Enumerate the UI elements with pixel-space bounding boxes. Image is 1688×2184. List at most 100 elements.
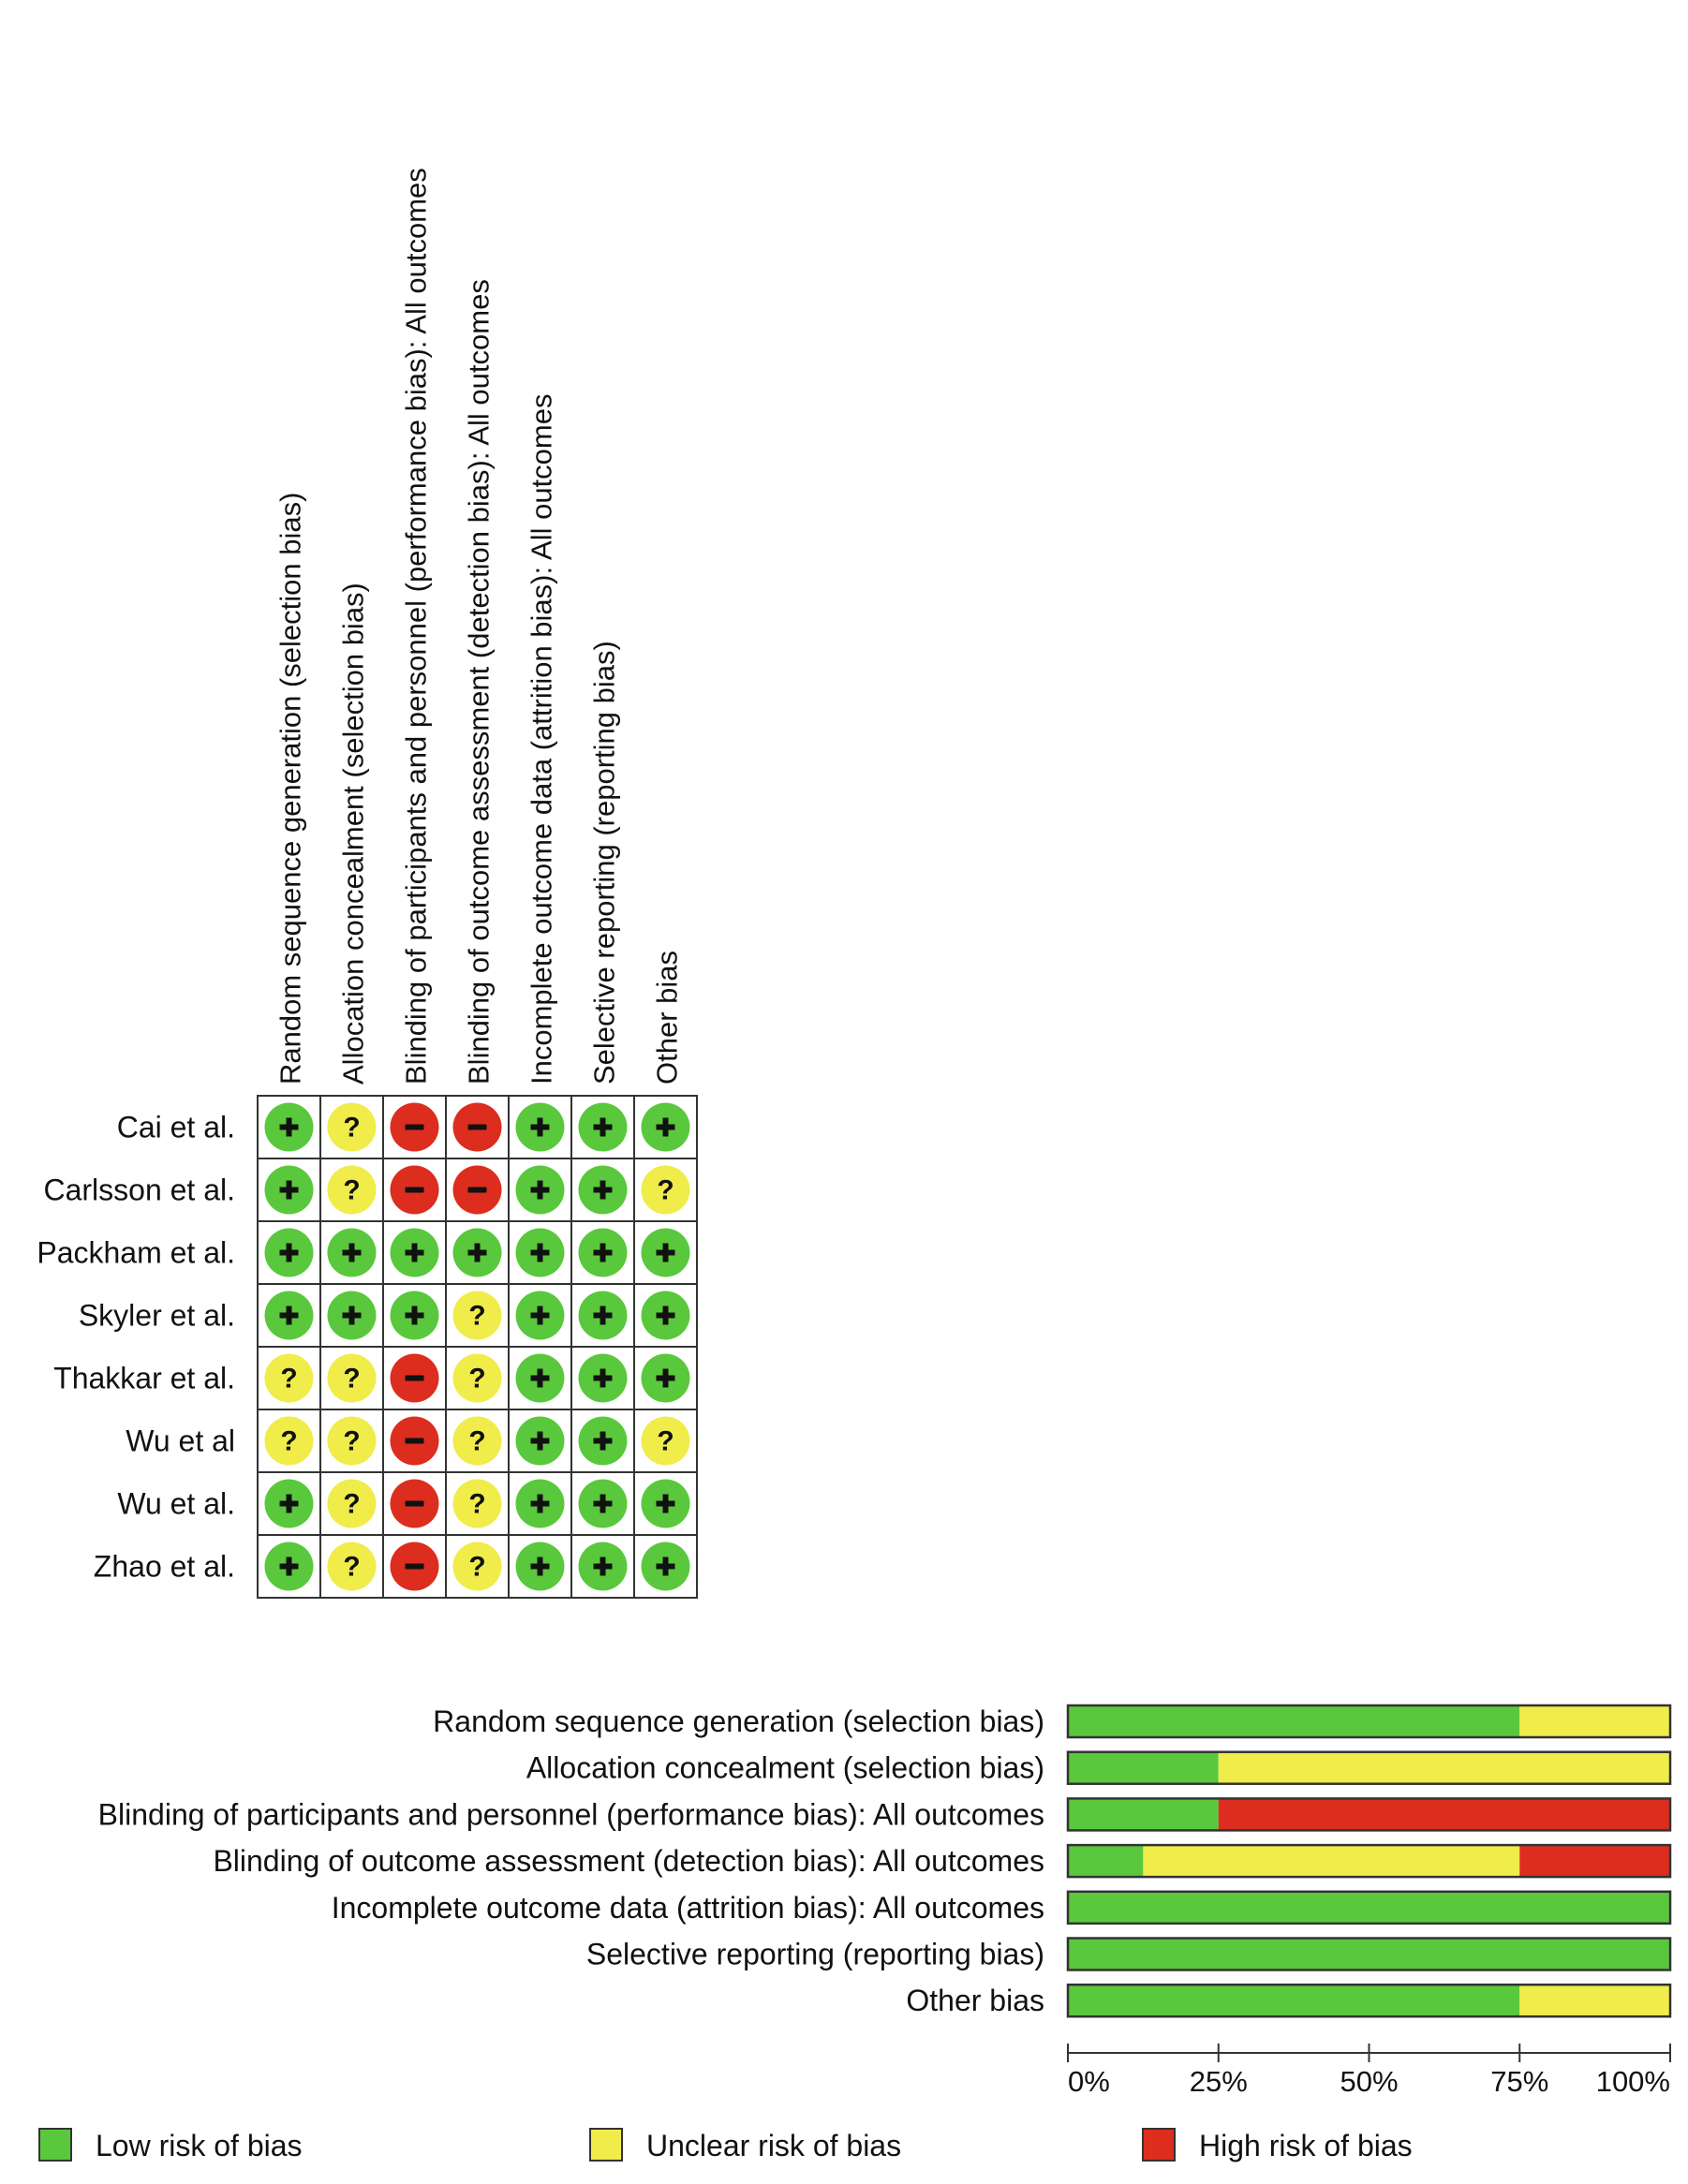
judgement-unclear-dot [264,1416,314,1466]
legend-swatch [38,2128,72,2162]
question-icon: ? [468,1426,485,1457]
study-label: Zhao et al. [94,1550,235,1584]
plus-icon [537,1180,543,1200]
judgement-unclear-dot [327,1479,377,1528]
plus-icon [600,1180,606,1200]
bar-segment [1068,1938,1670,1970]
plus-icon [286,1243,292,1262]
minus-icon [467,1124,487,1130]
plus-icon [537,1117,543,1137]
question-icon: ? [657,1426,674,1457]
category-label: Blinding of outcome assessment (detectio… [213,1844,1044,1878]
plus-icon [474,1243,481,1262]
minus-icon [405,1375,424,1381]
bar-segment [1068,1891,1670,1924]
judgement-unclear-dot [452,1416,502,1466]
legend-swatch [589,2128,623,2162]
judgement-unclear-dot [452,1353,502,1403]
bar-outline [1066,1983,1672,2018]
question-icon: ? [343,1426,360,1457]
judgement-unclear-dot [327,1353,377,1403]
bar-segment [1519,1705,1670,1737]
study-label: Carlsson et al. [43,1173,235,1207]
plus-icon [662,1494,669,1513]
bar-segment [1068,1845,1144,1878]
plus-icon [600,1117,606,1137]
bar-segment [1143,1845,1520,1878]
bar-segment [1068,1985,1520,2017]
bar-outline [1066,1937,1672,1971]
plus-icon [286,1117,292,1137]
column-header: Blinding of participants and personnel (… [400,168,433,1085]
bar-outline [1066,1704,1672,1739]
legend-label: Low risk of bias [96,2129,303,2162]
question-icon: ? [657,1175,674,1206]
plus-icon [537,1557,543,1576]
judgement-unclear-dot [452,1291,502,1340]
question-icon: ? [468,1489,485,1520]
question-icon: ? [343,1552,360,1583]
bar-outline [1066,1750,1672,1785]
plus-icon [286,1557,292,1576]
study-label: Wu et al [126,1424,235,1458]
legend-label: High risk of bias [1199,2129,1413,2162]
plus-icon [662,1243,669,1262]
minus-icon [405,1563,424,1570]
category-label: Allocation concealment (selection bias) [526,1751,1044,1785]
x-tick-label: 50% [1340,2065,1398,2098]
plus-icon [348,1243,355,1262]
judgement-unclear-dot [327,1165,377,1215]
plus-icon [662,1557,669,1576]
column-header: Random sequence generation (selection bi… [274,493,307,1085]
risk-of-bias-graph: Random sequence generation (selection bi… [98,1704,1672,2098]
study-label: Cai et al. [117,1111,235,1144]
plus-icon [600,1494,606,1513]
plus-icon [600,1243,606,1262]
plus-icon [537,1243,543,1262]
bar-segment [1068,1798,1219,1831]
plus-icon [600,1368,606,1388]
plus-icon [286,1180,292,1200]
legend-label: Unclear risk of bias [646,2129,901,2162]
bar-outline [1066,1843,1672,1879]
x-tick-label: 25% [1190,2065,1248,2098]
plus-icon [600,1431,606,1451]
plus-icon [286,1494,292,1513]
question-icon: ? [343,1175,360,1206]
plus-icon [600,1557,606,1576]
judgement-unclear-dot [327,1542,377,1591]
question-icon: ? [343,1489,360,1520]
x-tick-label: 100% [1596,2065,1670,2098]
question-icon: ? [343,1364,360,1395]
risk-of-bias-summary: Random sequence generation (selection bi… [37,168,698,1599]
bar-segment [1068,1705,1520,1737]
plus-icon [537,1494,543,1513]
plus-icon [662,1117,669,1137]
question-icon: ? [468,1552,485,1583]
judgement-unclear-dot [327,1416,377,1466]
plus-icon [537,1368,543,1388]
x-tick-label: 0% [1068,2065,1110,2098]
plus-icon [600,1306,606,1325]
minus-icon [405,1124,424,1130]
bar-segment [1068,1751,1219,1784]
category-label: Incomplete outcome data (attrition bias)… [332,1891,1044,1925]
legend-swatch [1142,2128,1176,2162]
study-label: Packham et al. [37,1236,235,1270]
category-label: Other bias [906,1984,1044,2017]
judgement-unclear-dot [641,1165,690,1215]
study-label: Thakkar et al. [53,1362,235,1395]
minus-icon [405,1438,424,1444]
plus-icon [537,1431,543,1451]
minus-icon [405,1187,424,1193]
category-label: Selective reporting (reporting bias) [586,1938,1044,1971]
judgement-unclear-dot [641,1416,690,1466]
judgement-unclear-dot [327,1102,377,1152]
bar-segment [1519,1985,1670,2017]
plus-icon [662,1368,669,1388]
minus-icon [467,1187,487,1193]
question-icon: ? [468,1364,485,1395]
column-header: Allocation concealment (selection bias) [337,583,370,1085]
question-icon: ? [280,1364,297,1395]
